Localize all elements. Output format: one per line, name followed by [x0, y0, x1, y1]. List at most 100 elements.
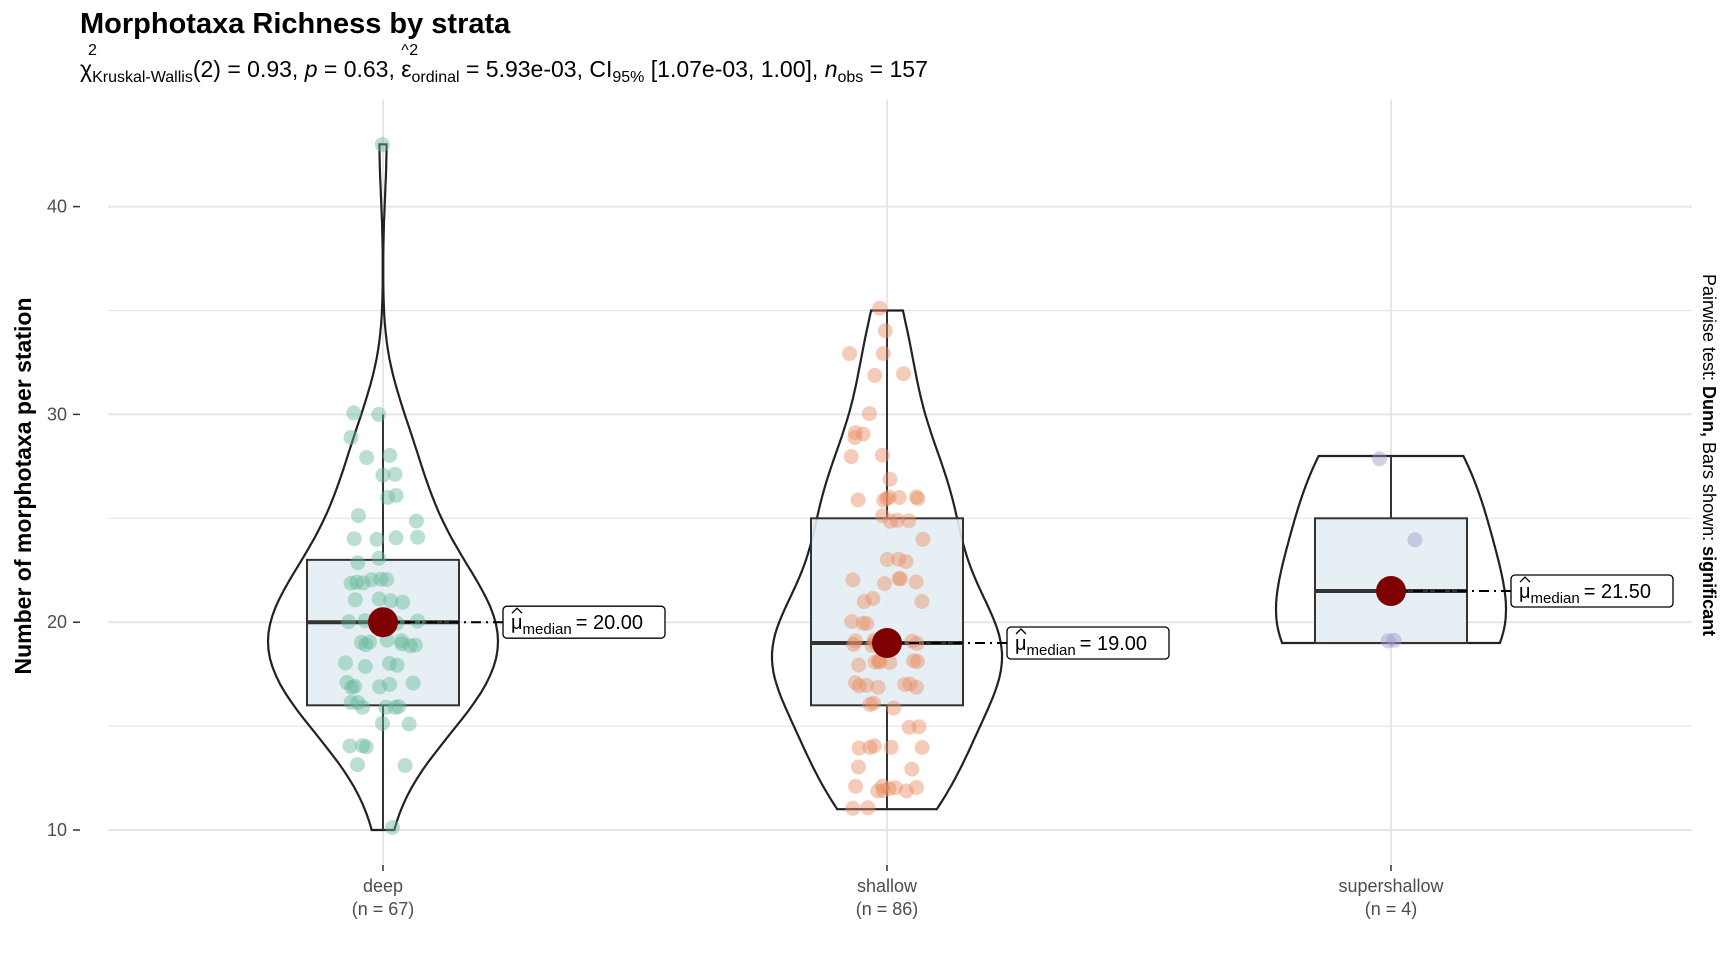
data-point: [358, 637, 373, 653]
data-point: [862, 696, 878, 712]
data-point: [875, 778, 890, 794]
data-point: [1407, 532, 1423, 548]
data-point: [882, 471, 898, 487]
data-point: [859, 677, 874, 693]
data-point: [891, 490, 907, 505]
data-point: [879, 552, 895, 567]
data-point: [375, 467, 391, 483]
violin-shallow: [770, 309, 1004, 811]
data-point: [357, 659, 373, 674]
data-point: [887, 780, 903, 796]
data-point: [847, 430, 863, 445]
data-point: [1380, 633, 1396, 649]
y-tick-label: 40: [47, 197, 67, 217]
epsilon-symbol: ^ ε 2: [401, 42, 419, 82]
data-point: [882, 513, 898, 529]
data-points: [338, 137, 1423, 835]
axes: 10 20 30 40 deep (n = 67) shallow (n = 86) super…: [47, 197, 1445, 919]
median-markers: μmedian = 20.00 μmedian = 19.00 μmedian = 21.…: [368, 574, 1674, 660]
test-name-subscript: Kruskal-Wallis: [92, 69, 193, 86]
data-point: [879, 491, 895, 507]
data-point: [407, 637, 423, 653]
data-point: [343, 575, 359, 591]
data-point: [391, 699, 407, 714]
data-point: [883, 739, 899, 755]
data-point: [389, 657, 405, 673]
data-point: [915, 531, 931, 547]
data-point: [350, 757, 365, 773]
effect-size-subscript: ordinal: [411, 69, 460, 86]
data-point: [906, 653, 922, 669]
data-point: [902, 676, 918, 692]
median-marker: [1376, 576, 1406, 607]
data-point: [1371, 451, 1387, 467]
data-point: [371, 550, 387, 566]
data-point: [364, 572, 380, 588]
data-point: [369, 531, 385, 547]
data-point: [371, 591, 387, 607]
data-point: [1386, 632, 1402, 648]
data-point: [358, 739, 374, 755]
data-point: [908, 574, 924, 590]
data-point: [891, 551, 907, 567]
data-point: [380, 489, 396, 505]
x-tick-count-label: (n = 86): [856, 899, 919, 919]
data-point: [843, 449, 859, 465]
data-point: [861, 406, 877, 422]
x-tick-count-label: (n = 4): [1365, 899, 1418, 919]
data-point: [405, 675, 421, 691]
data-point: [388, 488, 404, 503]
data-point: [410, 529, 426, 545]
data-point: [914, 740, 930, 755]
data-point: [865, 695, 881, 711]
n-symbol: n: [824, 56, 838, 82]
data-point: [384, 820, 400, 835]
data-point: [881, 489, 897, 505]
data-point: [350, 555, 366, 571]
data-point: [359, 450, 375, 466]
pairwise-caption-middle: Bars shown:: [1699, 437, 1719, 546]
pairwise-caption-prefix: Pairwise test:: [1699, 274, 1719, 386]
data-point: [347, 678, 362, 694]
x-tick-label: shallow: [857, 876, 918, 896]
data-point: [371, 406, 387, 422]
x-tick-label: supershallow: [1338, 876, 1444, 896]
median-label: μmedian = 21.50: [1519, 581, 1651, 607]
violin-supershallow: [1274, 454, 1508, 645]
chart-title: Morphotaxa Richness by strata: [80, 8, 511, 40]
data-point: [914, 594, 930, 609]
median-label: μmedian = 20.00: [511, 612, 643, 638]
pairwise-test-name: Dunn,: [1699, 386, 1719, 437]
chart-subtitle-statistics: χ 2 Kruskal-Wallis(2) = 0.93, p = 0.63, ^ ε…: [80, 42, 928, 87]
data-point: [373, 571, 389, 587]
data-point: [901, 513, 917, 529]
data-point: [876, 492, 892, 508]
data-point: [898, 783, 914, 799]
data-point: [382, 655, 397, 671]
data-point: [387, 466, 403, 482]
median-marker: [368, 607, 398, 638]
data-point: [850, 492, 866, 508]
data-point: [842, 346, 858, 362]
data-point: [388, 530, 404, 546]
data-point: [848, 633, 863, 649]
data-point: [877, 576, 892, 592]
data-point: [871, 653, 887, 669]
data-point: [846, 636, 862, 652]
data-point: [901, 719, 917, 735]
data-point: [383, 593, 399, 609]
data-point: [355, 699, 370, 715]
data-point: [898, 554, 914, 570]
data-point: [848, 778, 864, 794]
median-label-box: [1510, 574, 1674, 608]
data-point: [375, 715, 390, 731]
pairwise-caption-significance: significant: [1699, 546, 1719, 636]
data-point: [344, 680, 360, 695]
data-point: [862, 739, 878, 755]
box-shallow: [810, 517, 964, 707]
median-hat: [1015, 628, 1027, 635]
data-point: [897, 677, 913, 692]
data-point: [339, 675, 355, 690]
data-point: [844, 614, 860, 629]
